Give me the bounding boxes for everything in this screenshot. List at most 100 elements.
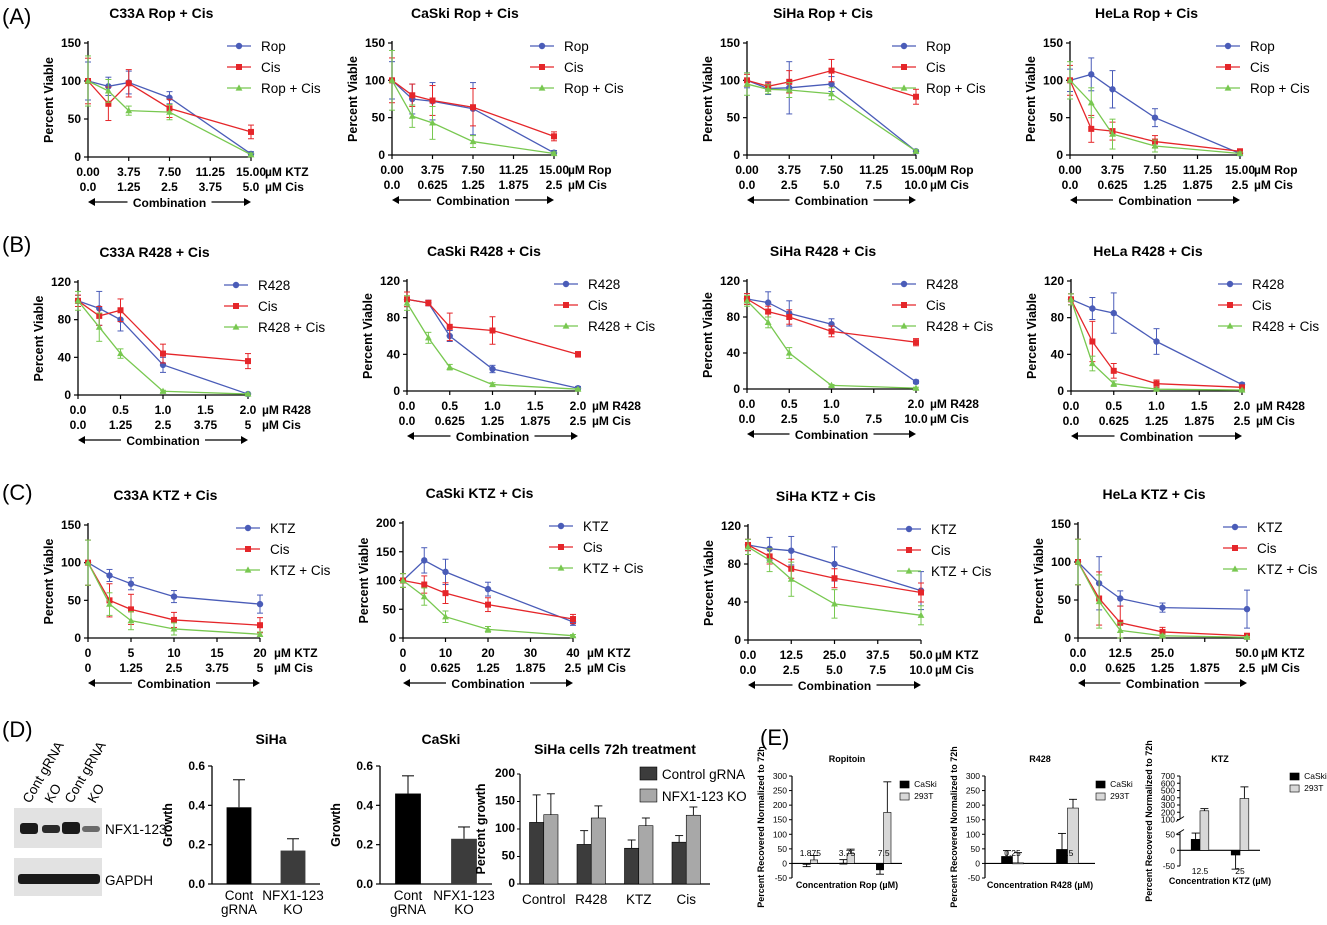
data-point xyxy=(550,149,558,157)
x-tick-label: 30 xyxy=(524,646,538,660)
y-tick-label: 250 xyxy=(966,786,980,796)
y-tick-label: 0 xyxy=(74,631,81,645)
x-tick-label: 0.00 xyxy=(1058,163,1082,177)
arrow-head-right xyxy=(909,196,916,204)
x-tick-label: 12.5 xyxy=(1192,866,1209,876)
data-point xyxy=(1095,597,1103,605)
arrow-head-right xyxy=(547,196,554,204)
x-tick-label: 0.5 xyxy=(112,403,129,417)
x-tick-label-cis: 0.625 xyxy=(1097,178,1127,192)
x-tick-label-cis: 5 xyxy=(257,661,264,675)
bar xyxy=(590,817,606,885)
x-tick-label: 0.5 xyxy=(441,399,458,413)
x-tick-label: 10 xyxy=(439,646,453,660)
legend-swatch xyxy=(1289,772,1300,781)
panel-label-c: (C) xyxy=(2,480,33,505)
legend-label: Rop + Cis xyxy=(261,81,321,96)
data-point xyxy=(1151,142,1159,149)
legend-label: R428 + Cis xyxy=(1252,319,1319,334)
bar xyxy=(671,841,687,885)
series-ktz: KTZ xyxy=(744,522,957,611)
data-point xyxy=(489,327,496,334)
data-point xyxy=(127,580,135,587)
x-tick-label-cis: 1.25 xyxy=(476,661,500,675)
y-tick-label: 0 xyxy=(64,388,71,402)
data-point xyxy=(409,92,416,99)
combination-label: Combination xyxy=(795,194,868,208)
x-tick-label-cis: 0.625 xyxy=(430,661,460,675)
data-point xyxy=(117,349,124,357)
x-tick-label-cis: 5 xyxy=(245,418,252,432)
series-rop-cis: Rop + Cis xyxy=(388,49,624,157)
y-tick-label: 100 xyxy=(1051,555,1071,569)
y-tick-label: 120 xyxy=(51,275,71,289)
y-tick-label: 0 xyxy=(733,382,740,396)
chart-title: C33A Rop + Cis xyxy=(109,5,213,21)
data-point xyxy=(442,568,449,576)
y-tick-label: 100 xyxy=(1161,815,1175,825)
x-tick-label: 0.0 xyxy=(739,397,756,411)
y-tick-label: -50 xyxy=(1163,861,1176,871)
arrow-head-left xyxy=(88,198,95,206)
x-tick-label: 12.5 xyxy=(780,648,804,662)
panel-label-b: (B) xyxy=(2,232,31,257)
y-tick-label: 0 xyxy=(1170,845,1175,855)
x-unit-label-cis: µM Cis xyxy=(262,418,301,432)
data-point xyxy=(787,575,795,582)
combination-label-bg xyxy=(1114,429,1199,443)
data-point xyxy=(538,84,546,91)
data-point xyxy=(244,390,252,397)
x-tick-label-cis: 5.0 xyxy=(823,412,840,426)
legend-label: CaSki xyxy=(1304,771,1327,781)
x-tick-label-cis: 0.0 xyxy=(1070,661,1087,675)
series-line xyxy=(746,298,917,383)
arrow-head-left xyxy=(78,436,85,444)
x-tick-label-cis: 0.0 xyxy=(399,414,416,428)
y-tick-label: 150 xyxy=(365,36,385,50)
data-point xyxy=(1227,302,1233,308)
x-tick-label: 1.875 xyxy=(800,848,822,858)
data-point xyxy=(1224,42,1232,50)
y-tick-label: 0.6 xyxy=(356,759,373,773)
y-axis-label: Percent growth xyxy=(474,784,488,875)
y-tick-label: 700 xyxy=(1161,771,1175,781)
x-unit-label-cis: µM Cis xyxy=(1261,661,1300,675)
x-tick-label: 1.5 xyxy=(1191,399,1208,413)
x-tick-label: 15.00 xyxy=(901,163,931,177)
combination-label-bg xyxy=(789,427,874,441)
data-point xyxy=(788,547,795,554)
y-tick-label: 0.0 xyxy=(356,877,373,891)
legend-label: NFX1-123 KO xyxy=(662,789,747,804)
y-axis-label: Percent Viable xyxy=(357,537,371,623)
combination-label: Combination xyxy=(137,677,210,691)
x-tick-label: 7.50 xyxy=(461,163,485,177)
series-cis: Cis xyxy=(744,58,946,105)
x-tick-label: 0.00 xyxy=(76,165,100,179)
x-tick-label: 40 xyxy=(566,646,580,660)
arrow-head-right xyxy=(914,681,921,689)
data-point xyxy=(1089,338,1096,345)
x-tick-label-cis: 2.5 xyxy=(166,661,183,675)
legend-label: Cis xyxy=(926,60,946,75)
series-r428-cis: R428 + Cis xyxy=(403,295,655,392)
data-point xyxy=(1088,359,1096,367)
x-tick-label: 25 xyxy=(1235,866,1245,876)
y-tick-label: 0 xyxy=(734,633,741,647)
y-tick-label: 0 xyxy=(393,384,400,398)
blot-lane-label-4: KO xyxy=(85,781,108,805)
combination-label-bg xyxy=(1120,676,1205,690)
chart-title: HeLa R428 + Cis xyxy=(1093,243,1203,259)
x-tick-label-cis: 2.5 xyxy=(783,663,800,677)
series-line xyxy=(406,302,579,390)
y-tick-label: 0 xyxy=(508,876,515,890)
data-point xyxy=(469,137,477,145)
data-point xyxy=(247,151,255,158)
y-axis-label: Growth xyxy=(161,803,175,847)
x-tick-label-cis: 2.5 xyxy=(565,661,582,675)
x-tick-label-cis: 2.5 xyxy=(1232,178,1249,192)
bar xyxy=(280,850,306,884)
data-point xyxy=(1243,633,1251,640)
x-tick-label: 0.0 xyxy=(740,648,757,662)
x-tick-label: 0.5 xyxy=(1062,848,1074,858)
combination-label: Combination xyxy=(451,677,524,691)
